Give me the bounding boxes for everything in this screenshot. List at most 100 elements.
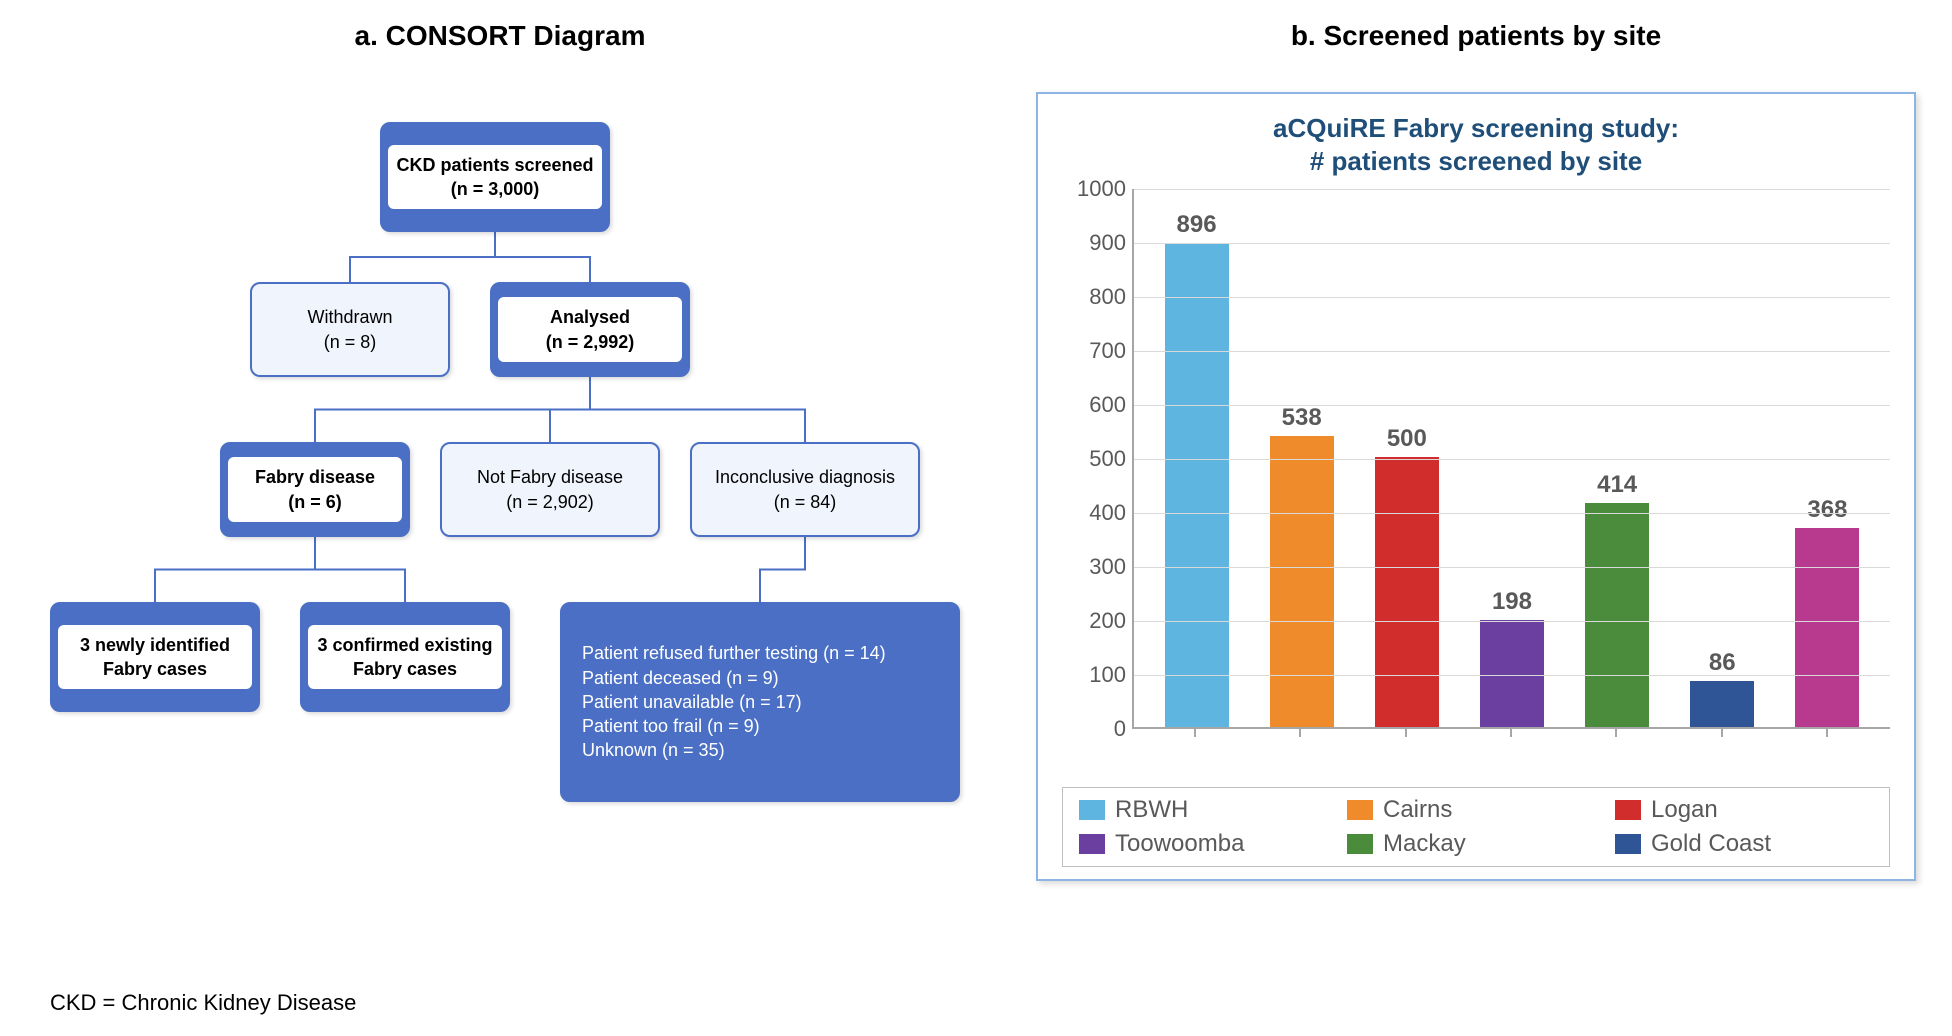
flow-node-details: Patient refused further testing (n = 14)… bbox=[560, 602, 960, 802]
legend-label: Gold Coast bbox=[1651, 830, 1771, 858]
x-tick bbox=[1576, 729, 1656, 737]
bar-4: 414 bbox=[1577, 471, 1657, 727]
flow-node-line: (n = 84) bbox=[774, 490, 837, 514]
legend-item: RBWH bbox=[1079, 796, 1319, 824]
flow-node-line: Not Fabry disease bbox=[477, 465, 623, 489]
y-tick-label: 100 bbox=[1089, 662, 1126, 688]
legend-swatch bbox=[1079, 800, 1105, 820]
bar-value-label: 500 bbox=[1387, 425, 1427, 453]
flow-node-inconc: Inconclusive diagnosis(n = 84) bbox=[690, 442, 920, 537]
flow-node-notfabry: Not Fabry disease(n = 2,902) bbox=[440, 442, 660, 537]
grid-line bbox=[1134, 621, 1890, 622]
flow-node-line: (n = 2,992) bbox=[546, 330, 635, 354]
bar-3: 198 bbox=[1472, 588, 1552, 727]
chart-title: aCQuiRE Fabry screening study: # patient… bbox=[1062, 112, 1890, 177]
chart-title-line2: # patients screened by site bbox=[1062, 145, 1890, 178]
flow-node-line: 3 confirmed existing Fabry cases bbox=[314, 633, 496, 682]
flow-node-line: Inconclusive diagnosis bbox=[715, 465, 895, 489]
flow-node-analysed: Analysed(n = 2,992) bbox=[490, 282, 690, 377]
grid-line bbox=[1134, 513, 1890, 514]
legend-label: Cairns bbox=[1383, 796, 1452, 824]
figure-container: a. CONSORT Diagram CKD patients screened… bbox=[20, 20, 1932, 1016]
x-tick bbox=[1260, 729, 1340, 737]
y-tick-label: 0 bbox=[1114, 716, 1126, 742]
flow-node-line: Unknown (n = 35) bbox=[582, 738, 725, 762]
panel-b: b. Screened patients by site aCQuiRE Fab… bbox=[1020, 20, 1932, 881]
flow-node-line: (n = 8) bbox=[324, 330, 377, 354]
y-tick-label: 800 bbox=[1089, 284, 1126, 310]
legend-label: Toowoomba bbox=[1115, 830, 1244, 858]
flow-node-line: (n = 6) bbox=[288, 490, 342, 514]
y-tick-label: 900 bbox=[1089, 230, 1126, 256]
bar-rect bbox=[1480, 620, 1544, 727]
bar-value-label: 368 bbox=[1807, 496, 1847, 524]
flow-node-line: 3 newly identified Fabry cases bbox=[64, 633, 246, 682]
bar-5: 86 bbox=[1682, 649, 1762, 727]
footnote: CKD = Chronic Kidney Disease bbox=[20, 990, 980, 1016]
legend-swatch bbox=[1079, 834, 1105, 854]
plot-area: 896 538 500 198 414 86 368 bbox=[1132, 189, 1890, 729]
bar-value-label: 896 bbox=[1177, 211, 1217, 239]
flow-node-line: Analysed bbox=[550, 305, 630, 329]
bar-0: 896 bbox=[1157, 211, 1237, 727]
flow-node-line: Withdrawn bbox=[307, 305, 392, 329]
y-tick-label: 600 bbox=[1089, 392, 1126, 418]
bar-rect bbox=[1375, 457, 1439, 727]
y-tick-label: 1000 bbox=[1077, 176, 1126, 202]
y-tick-label: 500 bbox=[1089, 446, 1126, 472]
flow-node-line: Patient deceased (n = 9) bbox=[582, 666, 779, 690]
chart-title-line1: aCQuiRE Fabry screening study: bbox=[1062, 112, 1890, 145]
flow-node-screened: CKD patients screened(n = 3,000) bbox=[380, 122, 610, 232]
flow-node-new3: 3 newly identified Fabry cases bbox=[50, 602, 260, 712]
grid-line bbox=[1134, 567, 1890, 568]
bar-1: 538 bbox=[1262, 404, 1342, 727]
x-tick bbox=[1787, 729, 1867, 737]
bars-group: 896 538 500 198 414 86 368 bbox=[1134, 189, 1890, 727]
grid-line bbox=[1134, 297, 1890, 298]
bar-value-label: 414 bbox=[1597, 471, 1637, 499]
consort-flowchart: CKD patients screened(n = 3,000) Withdraw… bbox=[20, 82, 980, 982]
bar-rect bbox=[1690, 681, 1754, 727]
x-tick bbox=[1155, 729, 1235, 737]
y-tick-label: 200 bbox=[1089, 608, 1126, 634]
x-tick bbox=[1471, 729, 1551, 737]
x-tick bbox=[1682, 729, 1762, 737]
bar-6: 368 bbox=[1787, 496, 1867, 727]
flow-node-fabry: Fabry disease(n = 6) bbox=[220, 442, 410, 537]
flow-node-line: Patient unavailable (n = 17) bbox=[582, 690, 802, 714]
flow-node-line: Patient refused further testing (n = 14) bbox=[582, 641, 886, 665]
legend-label: RBWH bbox=[1115, 796, 1188, 824]
chart-legend: RBWH Cairns Logan Toowoomba Mackay Gold Coast bbox=[1062, 787, 1890, 867]
panel-a-title: a. CONSORT Diagram bbox=[20, 20, 980, 52]
legend-item: Logan bbox=[1615, 796, 1855, 824]
y-axis: 01002003004005006007008009001000 bbox=[1062, 189, 1132, 729]
grid-line bbox=[1134, 405, 1890, 406]
bar-value-label: 198 bbox=[1492, 588, 1532, 616]
flow-node-withdrawn: Withdrawn(n = 8) bbox=[250, 282, 450, 377]
flow-node-line: Patient too frail (n = 9) bbox=[582, 714, 760, 738]
legend-item: Mackay bbox=[1347, 830, 1587, 858]
legend-swatch bbox=[1347, 834, 1373, 854]
legend-item: Gold Coast bbox=[1615, 830, 1855, 858]
legend-swatch bbox=[1347, 800, 1373, 820]
grid-line bbox=[1134, 675, 1890, 676]
x-tick bbox=[1366, 729, 1446, 737]
grid-line bbox=[1134, 351, 1890, 352]
grid-line bbox=[1134, 243, 1890, 244]
bar-rect bbox=[1270, 436, 1334, 727]
legend-swatch bbox=[1615, 800, 1641, 820]
legend-label: Mackay bbox=[1383, 830, 1466, 858]
chart-area: 01002003004005006007008009001000 8965385… bbox=[1132, 189, 1890, 769]
flow-node-line: Fabry disease bbox=[255, 465, 375, 489]
grid-line bbox=[1134, 459, 1890, 460]
bar-rect bbox=[1165, 243, 1229, 727]
flow-node-line: CKD patients screened bbox=[396, 153, 593, 177]
bar-rect bbox=[1585, 503, 1649, 727]
bar-value-label: 538 bbox=[1282, 404, 1322, 432]
y-tick-label: 700 bbox=[1089, 338, 1126, 364]
flow-node-line: (n = 2,902) bbox=[506, 490, 594, 514]
legend-item: Cairns bbox=[1347, 796, 1587, 824]
bar-2: 500 bbox=[1367, 425, 1447, 727]
flow-node-line: (n = 3,000) bbox=[451, 177, 540, 201]
panel-b-title: b. Screened patients by site bbox=[1020, 20, 1932, 52]
